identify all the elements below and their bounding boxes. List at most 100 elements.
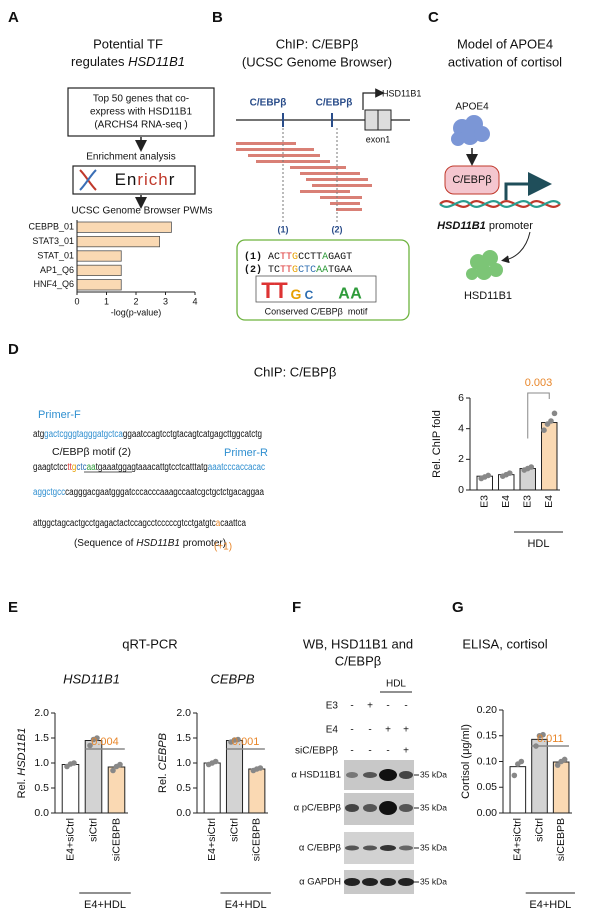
motif-sequence-part: CCTT bbox=[298, 252, 322, 263]
promoter-sequence: attggctagcactgcctgagactactccagcctcccccgt… bbox=[33, 518, 246, 529]
y-tick-label: 0.05 bbox=[477, 781, 498, 793]
y-axis-label: Rel. CEBPB bbox=[157, 733, 169, 793]
promoter-label-part: HSD11B1 bbox=[437, 220, 486, 232]
x-tick-label: E4 bbox=[543, 495, 555, 508]
x-tick-label: siCtrl bbox=[228, 818, 240, 842]
bar bbox=[76, 221, 172, 233]
y-tick-label: 2.0 bbox=[176, 707, 191, 719]
group-label: HDL bbox=[386, 679, 406, 690]
blot-label: α HSD11B1 bbox=[291, 770, 341, 781]
box-line: express with HSD11B1 bbox=[90, 107, 193, 118]
motif-sequence-part: A bbox=[322, 252, 328, 263]
site-number: (2) bbox=[332, 224, 343, 234]
ligand-label: APOE4 bbox=[455, 102, 489, 113]
motif-sequence: (2) TCTTGCTCAATGAA bbox=[244, 264, 352, 276]
condition-sign: - bbox=[386, 701, 389, 712]
data-point bbox=[71, 760, 77, 766]
panel-title: ELISA, cortisol bbox=[462, 636, 547, 651]
y-tick-label: 0.00 bbox=[477, 807, 498, 819]
y-tick-label: 0.10 bbox=[477, 755, 498, 767]
sequence-caption-part: promoter) bbox=[180, 538, 226, 549]
data-point bbox=[94, 735, 100, 741]
data-point bbox=[110, 767, 116, 774]
blots bbox=[344, 691, 419, 894]
panel-a-decor bbox=[67, 87, 215, 209]
x-tick-label: E4+siCtrl bbox=[206, 818, 218, 861]
bar bbox=[76, 264, 122, 277]
panel-title: regulates HSD11B1 bbox=[71, 54, 185, 69]
y-tick-label: 1.0 bbox=[176, 757, 191, 769]
panel-title: C/EBPβ bbox=[335, 653, 382, 668]
panel-title: activation of cortisol bbox=[448, 54, 562, 69]
tss-label: (+1) bbox=[214, 542, 232, 553]
y-axis-label-part: HSD11B1 bbox=[16, 728, 28, 776]
x-tick-label: E4+siCtrl bbox=[64, 818, 76, 861]
p-value: 0.001 bbox=[232, 736, 260, 748]
panel-title: ChIP: C/EBPβ bbox=[254, 364, 337, 379]
exon-label: exon1 bbox=[366, 134, 391, 144]
condition-sign: - bbox=[404, 701, 407, 712]
promoter-sequence-part: gactcgggtagggatgctca bbox=[44, 429, 123, 440]
panel-letter: C bbox=[428, 9, 439, 26]
bar bbox=[76, 235, 160, 248]
panel-letter: D bbox=[8, 341, 19, 358]
data-point bbox=[548, 418, 554, 424]
bar bbox=[248, 768, 266, 814]
condition-label: E3 bbox=[326, 701, 339, 712]
product-label: HSD11B1 bbox=[464, 290, 512, 302]
promoter-label-part: promoter bbox=[486, 220, 533, 232]
motif-caption: Conserved C/EBPβ motif bbox=[265, 306, 368, 316]
y-tick-label: 1.5 bbox=[34, 732, 49, 744]
panel-title: qRT-PCR bbox=[122, 636, 177, 651]
y-tick-label: 0.0 bbox=[176, 807, 191, 819]
x-tick-label: siCtrl bbox=[533, 818, 545, 842]
x-tick-label: siCEBPB bbox=[251, 818, 263, 861]
factor-label: C/EBPβ bbox=[452, 174, 491, 186]
data-point bbox=[518, 758, 525, 765]
condition-sign: - bbox=[368, 725, 371, 736]
logo-letter: A bbox=[350, 286, 362, 303]
motif-sequence-part: AA bbox=[316, 265, 328, 276]
blot-label: α GAPDH bbox=[299, 877, 341, 888]
motif-label: C/EBPβ motif (2) bbox=[52, 446, 131, 458]
promoter-sequence-part: aaatcccaccacac bbox=[208, 462, 265, 473]
x-tick-label: siCEBPB bbox=[110, 818, 122, 861]
data-point bbox=[528, 464, 535, 470]
condition-sign: - bbox=[368, 746, 371, 757]
data-point bbox=[87, 742, 93, 749]
y-axis-label-part: Rel. ChIP fold bbox=[431, 410, 443, 478]
p-value: 0.004 bbox=[91, 736, 119, 748]
size-marker: 35 kDa bbox=[420, 842, 447, 852]
category-label: STAT3_01 bbox=[32, 236, 74, 246]
promoter-sequence-part: atg bbox=[33, 429, 44, 440]
box-line: Top 50 genes that co- bbox=[93, 94, 189, 105]
step-label: Enrichment analysis bbox=[86, 152, 175, 163]
enrichr-logo: Enrichr bbox=[115, 170, 176, 189]
bar bbox=[76, 279, 122, 291]
x-tick-label: siCEBPB bbox=[555, 818, 567, 861]
site-label: C/EBPβ bbox=[316, 98, 353, 109]
motif-sequence: (1) ACTTGCCTTAGAGT bbox=[244, 251, 352, 263]
bar bbox=[107, 766, 126, 814]
x-tick-label: E4+siCtrl bbox=[512, 818, 524, 861]
bar bbox=[76, 250, 122, 262]
motif-sequence-part: CTC bbox=[298, 265, 316, 276]
y-tick-label: 4 bbox=[458, 422, 464, 434]
chart-title: CEBPB bbox=[210, 671, 254, 686]
p-value: 0.011 bbox=[537, 733, 564, 745]
blot-label: α C/EBPβ bbox=[299, 843, 342, 854]
sequence-caption-part: (Sequence of bbox=[74, 538, 136, 549]
condition-sign: + bbox=[367, 701, 373, 712]
motif-sequence-part: TT bbox=[280, 265, 292, 276]
x-tick-label: 1 bbox=[104, 296, 109, 306]
promoter-sequence-part: aa bbox=[87, 462, 96, 473]
y-tick-label: 0 bbox=[458, 484, 464, 496]
bar bbox=[531, 738, 548, 814]
data-point bbox=[540, 731, 546, 738]
promoter-sequence-part: a bbox=[216, 518, 221, 529]
promoter-sequence-part: tgaaat bbox=[96, 462, 119, 473]
y-axis-label: Rel. HSD11B1 bbox=[16, 728, 28, 799]
y-tick-label: 1.5 bbox=[176, 732, 191, 744]
condition-label: E4 bbox=[326, 725, 339, 736]
